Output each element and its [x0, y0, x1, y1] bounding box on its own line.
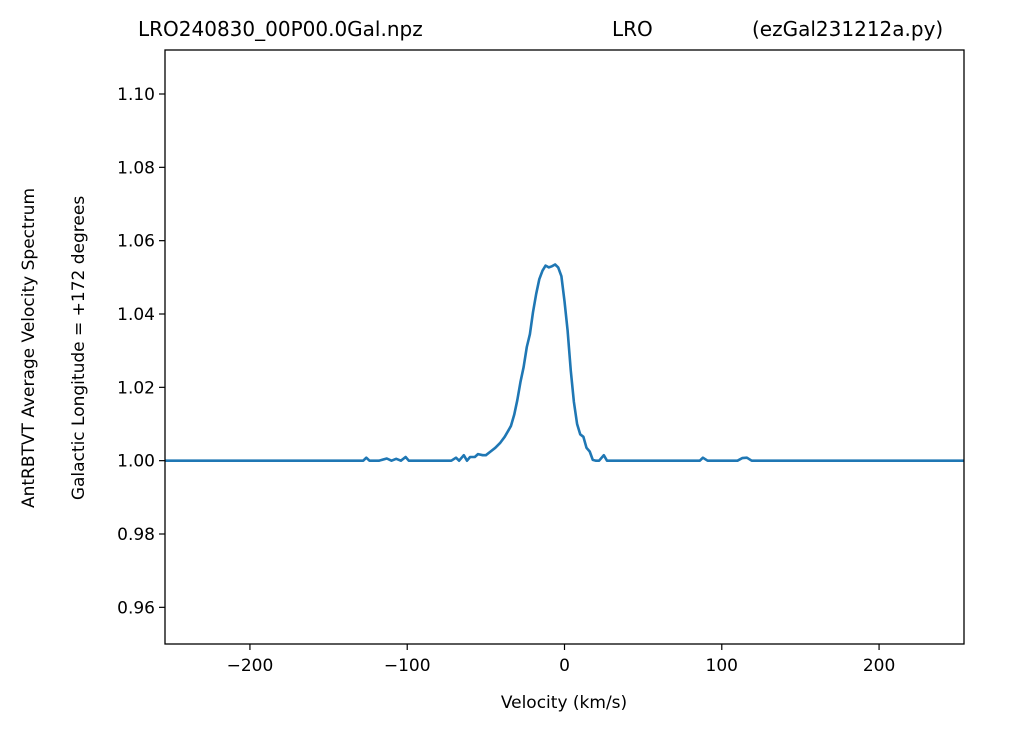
chart-title-file: LRO240830_00P00.0Gal.npz — [138, 17, 423, 41]
plot-line-group — [165, 263, 964, 463]
y-axis-label-longitude: Galactic Longitude = +172 degrees — [69, 196, 89, 500]
y-axis-label: AntRBTVT Average Velocity Spectrum — [19, 188, 39, 508]
x-axis-label: Velocity (km/s) — [501, 693, 627, 713]
x-tick-label: 100 — [706, 656, 738, 676]
y-tick-label: 1.00 — [117, 452, 155, 472]
y-tick-label: 1.02 — [117, 378, 155, 398]
y-tick-label: 1.10 — [117, 85, 155, 105]
y-tick-label: 1.06 — [117, 232, 155, 252]
chart-title-site: LRO — [612, 17, 653, 41]
x-tick-label: 200 — [863, 656, 895, 676]
y-tick-label: 0.96 — [117, 598, 155, 618]
y-tick-label: 1.08 — [117, 158, 155, 178]
y-axis-ticks: 0.96 0.98 1.00 1.02 1.04 1.06 1.08 1.10 — [117, 85, 165, 618]
x-tick-label: 0 — [559, 656, 570, 676]
y-tick-label: 0.98 — [117, 525, 155, 545]
plot-frame — [164, 49, 965, 645]
y-tick-label: 1.04 — [117, 305, 155, 325]
spectrum-line — [165, 263, 964, 463]
chart-title-script: (ezGal231212a.py) — [752, 17, 943, 41]
x-axis-ticks: −200 −100 0 100 200 — [227, 644, 895, 676]
x-tick-label: −100 — [384, 656, 431, 676]
x-tick-label: −200 — [227, 656, 274, 676]
